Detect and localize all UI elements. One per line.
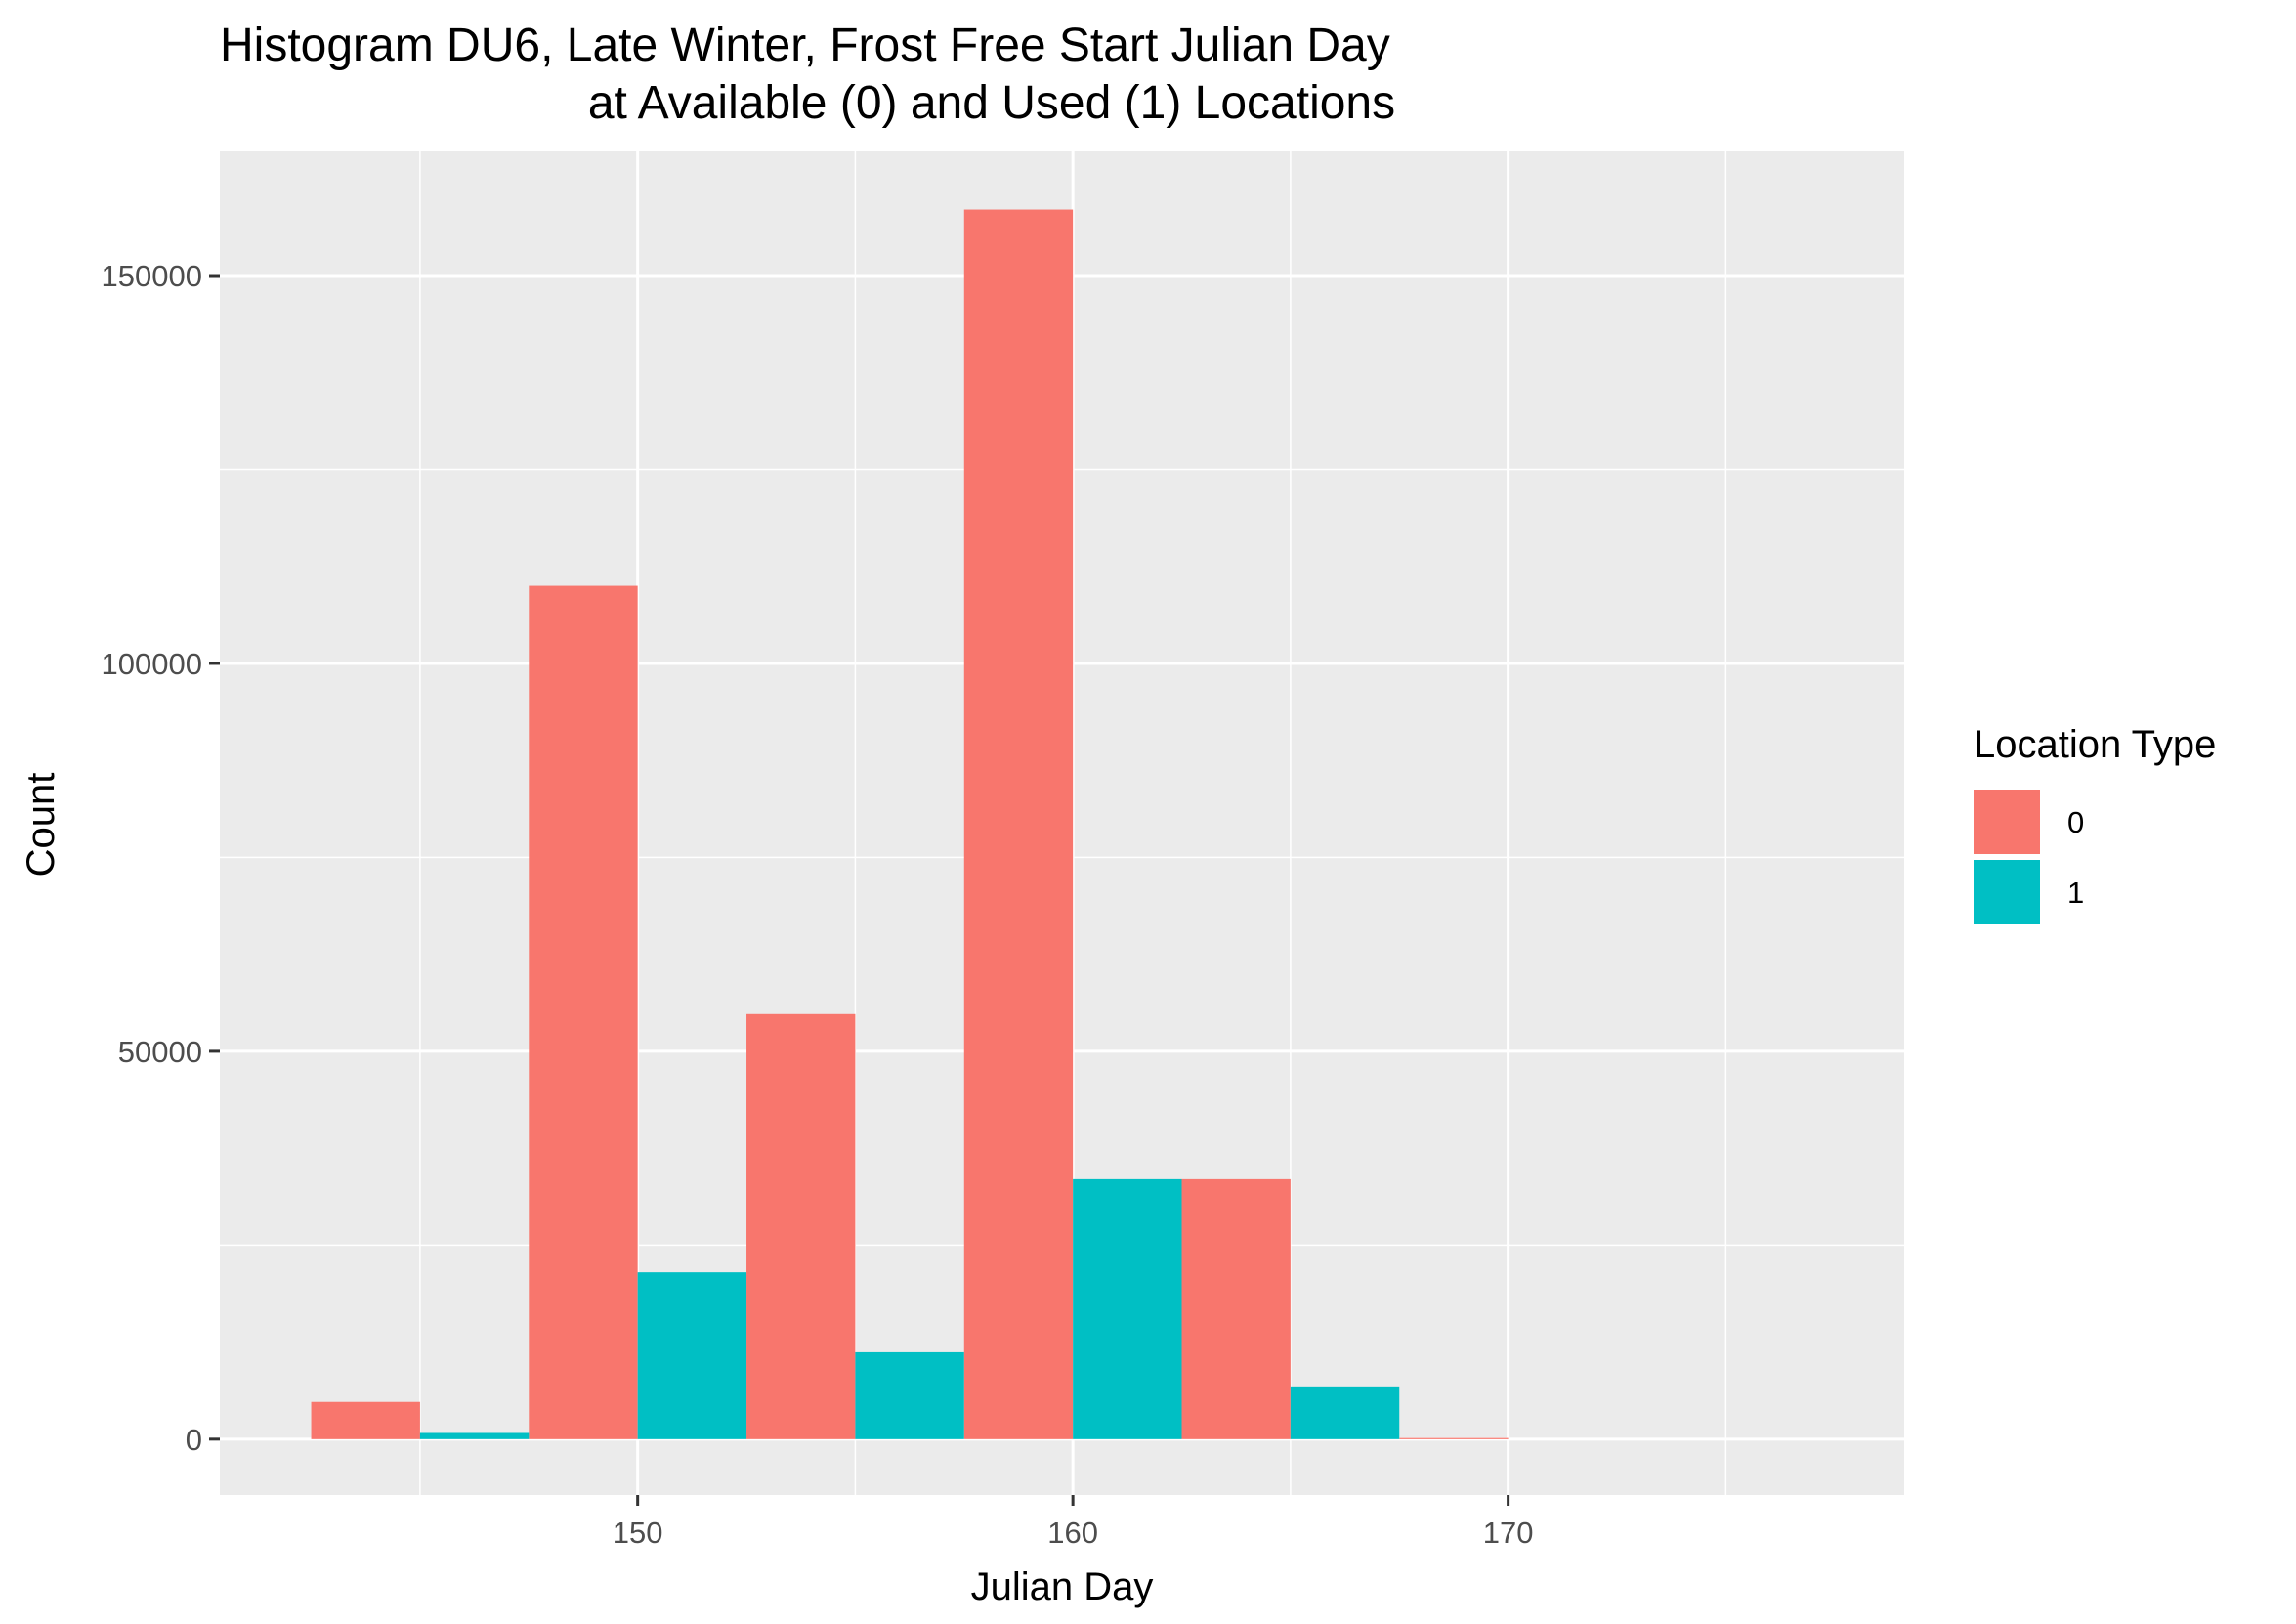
y-tick-labels: 0 50000 100000 150000 bbox=[102, 259, 202, 1457]
bar-location-type-1 bbox=[1290, 1386, 1400, 1439]
legend-title: Location Type bbox=[1974, 723, 2216, 766]
bar-location-type-0 bbox=[1181, 1178, 1291, 1439]
x-tick-label: 160 bbox=[1047, 1516, 1098, 1550]
axis-ticks bbox=[209, 274, 1510, 1506]
legend-key-label: 0 bbox=[2067, 805, 2084, 839]
y-tick-label: 150000 bbox=[102, 259, 202, 293]
legend-entries: 01 bbox=[1974, 790, 2084, 924]
x-axis-title: Julian Day bbox=[971, 1565, 1154, 1608]
y-tick-label: 50000 bbox=[118, 1035, 202, 1069]
bar-location-type-1 bbox=[855, 1351, 964, 1439]
legend: Location Type 01 bbox=[1974, 723, 2216, 924]
y-tick-label: 0 bbox=[186, 1423, 202, 1457]
legend-key-label: 1 bbox=[2067, 876, 2084, 910]
y-axis-title: Count bbox=[20, 773, 63, 877]
bar-location-type-0 bbox=[311, 1401, 420, 1439]
y-tick-label: 100000 bbox=[102, 647, 202, 681]
bar-location-type-0 bbox=[746, 1013, 856, 1439]
bars bbox=[311, 209, 1509, 1439]
bar-location-type-1 bbox=[637, 1272, 747, 1439]
chart-title-line-2: at Available (0) and Used (1) Locations bbox=[588, 77, 1395, 129]
legend-key-swatch bbox=[1974, 860, 2040, 924]
x-tick-label: 170 bbox=[1483, 1516, 1534, 1550]
bar-location-type-0 bbox=[529, 585, 638, 1439]
bar-location-type-1 bbox=[419, 1432, 530, 1439]
bar-location-type-0 bbox=[963, 209, 1074, 1439]
bar-location-type-1 bbox=[1073, 1178, 1182, 1439]
bar-location-type-0 bbox=[1399, 1437, 1509, 1439]
x-tick-label: 150 bbox=[613, 1516, 663, 1550]
x-tick-labels: 150 160 170 bbox=[613, 1516, 1534, 1550]
legend-key-swatch bbox=[1974, 790, 2040, 854]
chart-title-line-1: Histogram DU6, Late Winter, Frost Free S… bbox=[220, 20, 1390, 71]
